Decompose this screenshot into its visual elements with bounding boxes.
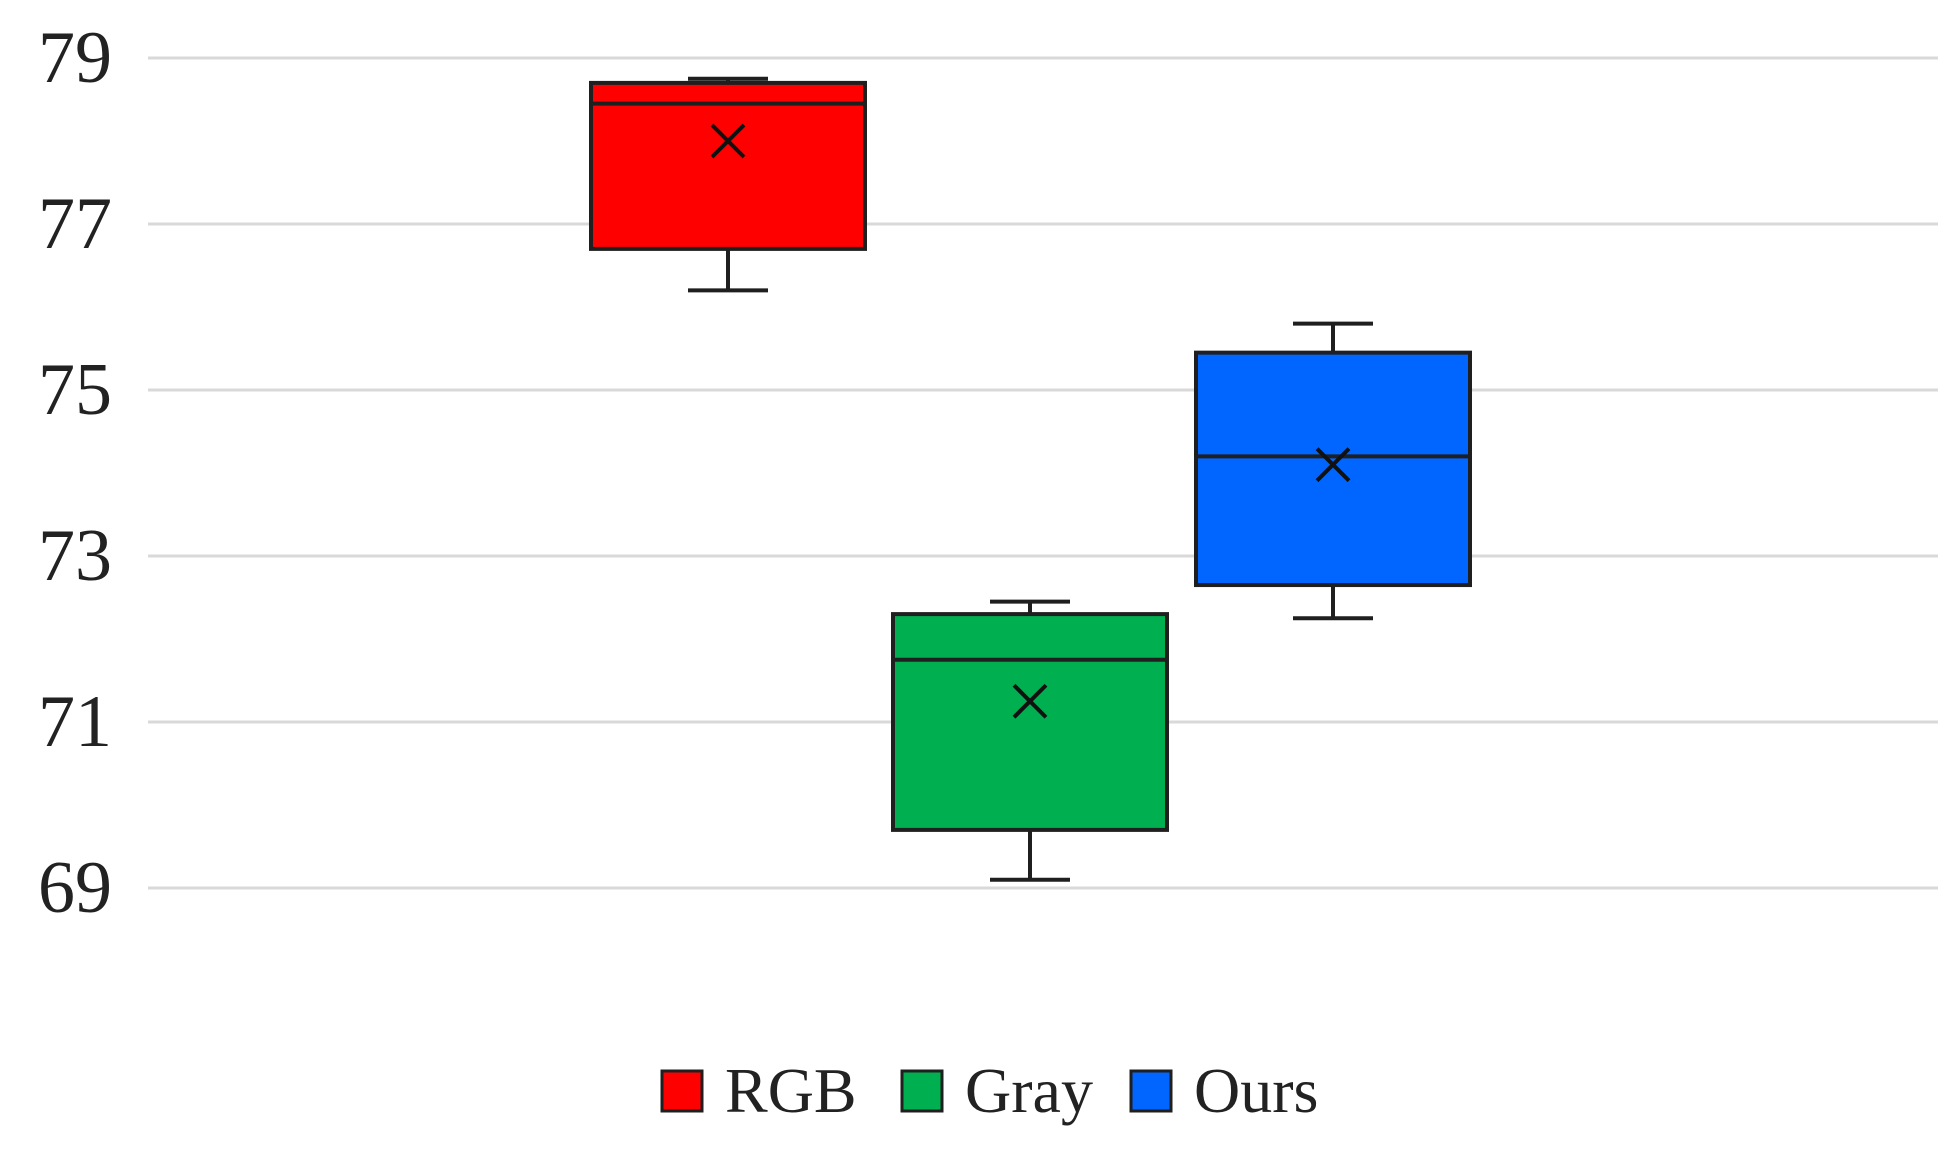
legend: RGB Gray Ours: [660, 1055, 1318, 1126]
legend-swatch: [900, 1069, 944, 1113]
box-rgb: [589, 76, 867, 293]
y-tick-label: 73: [38, 515, 112, 597]
y-tick-label: 77: [38, 183, 112, 265]
legend-label: RGB: [725, 1055, 857, 1126]
mean-marker: [710, 123, 746, 159]
gridlines: [148, 56, 1938, 890]
mean-marker: [1012, 683, 1048, 719]
y-tick-label: 79: [38, 17, 112, 99]
box-ours: [1194, 321, 1472, 621]
mean-marker-stroke: [1012, 683, 1048, 719]
box-gray: [891, 599, 1169, 882]
legend-item-gray: Gray: [900, 1055, 1093, 1126]
mean-marker: [1315, 447, 1351, 483]
mean-marker-stroke: [710, 123, 746, 159]
box-series: [589, 76, 1472, 882]
legend-swatch: [1129, 1069, 1173, 1113]
iqr-box: [891, 612, 1169, 832]
y-axis-tick-labels: 69 71 73 75 77 79: [38, 17, 112, 929]
legend-label: Gray: [965, 1055, 1093, 1126]
y-tick-label: 75: [38, 349, 112, 431]
mean-marker-stroke: [1315, 447, 1351, 483]
legend-swatch: [660, 1069, 704, 1113]
iqr-box: [1194, 350, 1472, 588]
y-tick-label: 69: [38, 847, 112, 929]
legend-label: Ours: [1194, 1055, 1318, 1126]
y-tick-label: 71: [38, 681, 112, 763]
iqr-box: [589, 80, 867, 251]
legend-item-ours: Ours: [1129, 1055, 1318, 1126]
legend-item-rgb: RGB: [660, 1055, 857, 1126]
